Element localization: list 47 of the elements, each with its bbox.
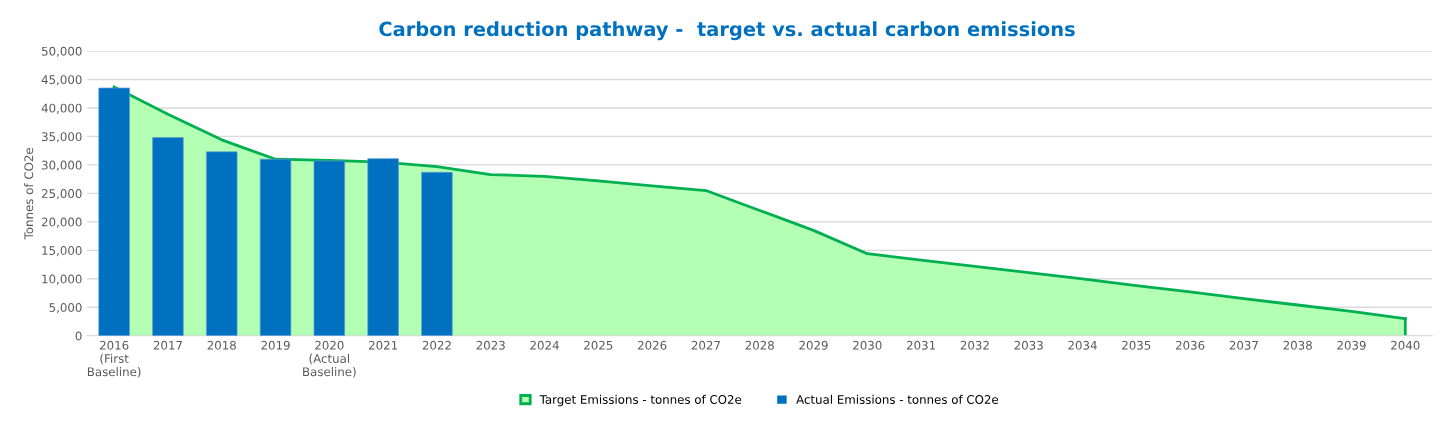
y-tick-label: 50,000 [41,46,82,57]
y-tick-label: 10,000 [42,274,82,285]
x-tick-label: 2027 [691,340,720,350]
x-tick-label: 2038 [1283,340,1312,350]
y-tick-label: 20,000 [41,217,82,228]
x-tick-label: 2020 (Actual Baseline) [303,340,356,378]
y-tick-label: 40,000 [41,103,82,114]
x-tick-label: 2028 [745,340,774,350]
x-tick-label: 2022 [422,340,451,350]
bar [421,171,453,336]
x-tick-label: 2023 [476,340,505,350]
x-tick-label: 2026 [637,340,667,350]
x-tick-label: 2033 [1014,340,1043,350]
bar [206,151,238,336]
x-tick-label: 2029 [799,340,828,350]
bar [367,158,399,336]
y-tick-label: 25,000 [41,189,82,200]
x-tick-label: 2032 [960,340,989,350]
chart-title: Carbon reduction pathway - target vs. actual carbon emissions [379,21,1075,41]
y-tick-label: 30,000 [41,160,82,171]
x-tick-label: 2030 [853,340,882,350]
bar [259,158,292,336]
x-tick-label: 2035 [1122,340,1151,350]
x-tick-label: 2031 [906,340,936,350]
legend-label: Target Emissions - tonnes of CO2e [539,394,742,407]
y-tick-label: 35,000 [41,132,82,143]
x-tick-label: 2018 [207,340,236,350]
x-tick-label: 2040 [1391,340,1420,350]
y-tick-label: 5,000 [49,303,82,314]
x-tick-label: 2019 [261,340,290,350]
x-tick-label: 2016 (First Baseline) [87,340,141,378]
bar [152,137,184,336]
bar [98,87,130,336]
y-tick-label: 15,000 [42,246,82,257]
y-tick-label: 45,000 [41,75,82,86]
x-tick-label: 2034 [1068,340,1097,350]
x-tick-label: 2021 [368,340,398,350]
legend-label: Actual Emissions - tonnes of CO2e [796,394,999,404]
x-tick-label: 2036 [1175,340,1205,350]
x-tick-label: 2017 [153,340,182,350]
x-tick-label: 2039 [1337,340,1366,350]
x-tick-label: 2025 [584,340,613,350]
y-tick-label: 0 [75,331,82,341]
y-axis-title: Tonnes of CO2e [24,148,34,240]
bar [313,160,346,336]
x-tick-label: 2024 [530,340,559,350]
x-tick-label: 2037 [1229,340,1258,350]
